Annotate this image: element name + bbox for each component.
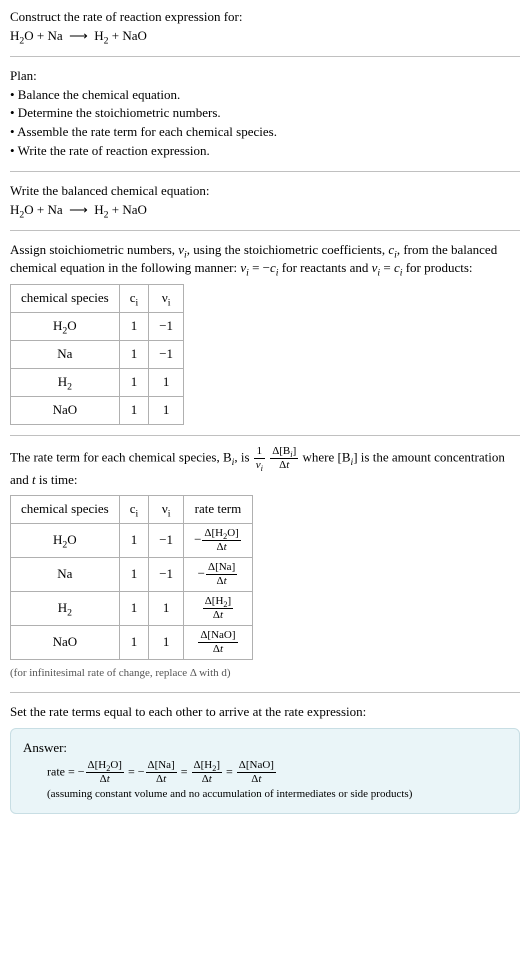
cell-nui: −1 xyxy=(149,340,184,368)
divider xyxy=(10,435,520,436)
cell-rate: Δ[NaO]Δt xyxy=(184,626,253,660)
divider xyxy=(10,230,520,231)
cell-species: NaO xyxy=(11,396,120,424)
col-header: ci xyxy=(119,285,149,313)
cell-ci: 1 xyxy=(119,558,149,592)
answer-assumption: (assuming constant volume and no accumul… xyxy=(23,787,507,803)
table-row: H2 1 1 xyxy=(11,368,184,396)
col-header: νi xyxy=(149,496,184,524)
cell-species: H2O xyxy=(11,313,120,341)
cell-ci: 1 xyxy=(119,626,149,660)
table-row: Na 1 −1 −Δ[Na]Δt xyxy=(11,558,253,592)
col-header: rate term xyxy=(184,496,253,524)
plan-item: • Write the rate of reaction expression. xyxy=(10,142,520,161)
col-header: ci xyxy=(119,496,149,524)
answer-expression: rate = −Δ[H2O]Δt = −Δ[Na]Δt = Δ[H2]Δt = … xyxy=(23,760,507,785)
balanced-equation: H2O + Na ⟶ H2 + NaO xyxy=(10,201,520,220)
cell-species: NaO xyxy=(11,626,120,660)
cell-nui: −1 xyxy=(149,558,184,592)
table-row: H2O 1 −1 −Δ[H2O]Δt xyxy=(11,524,253,558)
table-head: chemical species ci νi xyxy=(11,285,184,313)
table-header-row: chemical species ci νi xyxy=(11,285,184,313)
stoich-intro: Assign stoichiometric numbers, νi, using… xyxy=(10,241,520,279)
cell-nui: −1 xyxy=(149,313,184,341)
plan-item: • Determine the stoichiometric numbers. xyxy=(10,104,520,123)
table-header-row: chemical species ci νi rate term xyxy=(11,496,253,524)
cell-nui: 1 xyxy=(149,396,184,424)
table-head: chemical species ci νi rate term xyxy=(11,496,253,524)
cell-ci: 1 xyxy=(119,396,149,424)
cell-nui: −1 xyxy=(149,524,184,558)
plan-item: • Assemble the rate term for each chemic… xyxy=(10,123,520,142)
cell-species: H2 xyxy=(11,368,120,396)
answer-box: Answer: rate = −Δ[H2O]Δt = −Δ[Na]Δt = Δ[… xyxy=(10,728,520,814)
cell-rate: −Δ[H2O]Δt xyxy=(184,524,253,558)
table-note: (for infinitesimal rate of change, repla… xyxy=(10,666,520,682)
answer-label: Answer: xyxy=(23,739,507,758)
cell-rate: −Δ[Na]Δt xyxy=(184,558,253,592)
table-body: H2O 1 −1 Na 1 −1 H2 1 1 NaO 1 1 xyxy=(11,313,184,424)
rate-intro: The rate term for each chemical species,… xyxy=(10,446,520,490)
cell-ci: 1 xyxy=(119,592,149,626)
table-row: NaO 1 1 xyxy=(11,396,184,424)
cell-ci: 1 xyxy=(119,524,149,558)
cell-ci: 1 xyxy=(119,313,149,341)
header-title: Construct the rate of reaction expressio… xyxy=(10,8,520,27)
cell-nui: 1 xyxy=(149,368,184,396)
table-row: NaO 1 1 Δ[NaO]Δt xyxy=(11,626,253,660)
cell-nui: 1 xyxy=(149,592,184,626)
col-header: chemical species xyxy=(11,285,120,313)
cell-ci: 1 xyxy=(119,368,149,396)
divider xyxy=(10,56,520,57)
plan-label: Plan: xyxy=(10,67,520,86)
cell-species: H2 xyxy=(11,592,120,626)
cell-nui: 1 xyxy=(149,626,184,660)
table-row: H2O 1 −1 xyxy=(11,313,184,341)
table-row: H2 1 1 Δ[H2]Δt xyxy=(11,592,253,626)
plan-item: • Balance the chemical equation. xyxy=(10,86,520,105)
divider xyxy=(10,692,520,693)
cell-species: Na xyxy=(11,558,120,592)
divider xyxy=(10,171,520,172)
table-row: Na 1 −1 xyxy=(11,340,184,368)
table-body: H2O 1 −1 −Δ[H2O]Δt Na 1 −1 −Δ[Na]Δt H2 1… xyxy=(11,524,253,660)
set-terms-text: Set the rate terms equal to each other t… xyxy=(10,703,520,722)
plan-block: Plan: • Balance the chemical equation. •… xyxy=(10,67,520,161)
plan-list: • Balance the chemical equation. • Deter… xyxy=(10,86,520,161)
cell-rate: Δ[H2]Δt xyxy=(184,592,253,626)
cell-species: Na xyxy=(11,340,120,368)
col-header: chemical species xyxy=(11,496,120,524)
header-block: Construct the rate of reaction expressio… xyxy=(10,8,520,46)
cell-species: H2O xyxy=(11,524,120,558)
header-equation: H2O + Na ⟶ H2 + NaO xyxy=(10,27,520,46)
rate-table: chemical species ci νi rate term H2O 1 −… xyxy=(10,495,253,660)
balanced-block: Write the balanced chemical equation: H2… xyxy=(10,182,520,220)
col-header: νi xyxy=(149,285,184,313)
stoich-table: chemical species ci νi H2O 1 −1 Na 1 −1 … xyxy=(10,284,184,424)
balanced-label: Write the balanced chemical equation: xyxy=(10,182,520,201)
cell-ci: 1 xyxy=(119,340,149,368)
